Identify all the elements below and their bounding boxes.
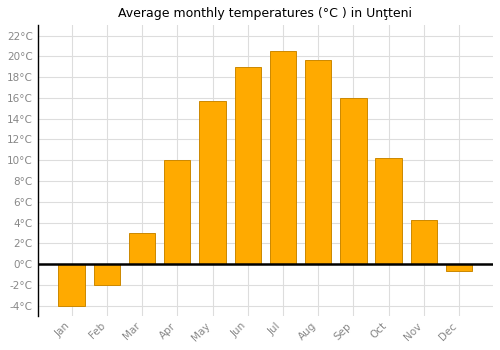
Bar: [446, 264, 472, 271]
Bar: [410, 220, 437, 264]
Bar: [376, 158, 402, 264]
Bar: [58, 264, 85, 306]
Bar: [340, 98, 366, 264]
Bar: [200, 101, 226, 264]
Bar: [234, 67, 261, 264]
Bar: [94, 264, 120, 285]
Title: Average monthly temperatures (°C ) in Unţteni: Average monthly temperatures (°C ) in Un…: [118, 7, 412, 20]
Bar: [305, 60, 332, 264]
Bar: [270, 51, 296, 264]
Bar: [129, 233, 156, 264]
Bar: [164, 160, 190, 264]
